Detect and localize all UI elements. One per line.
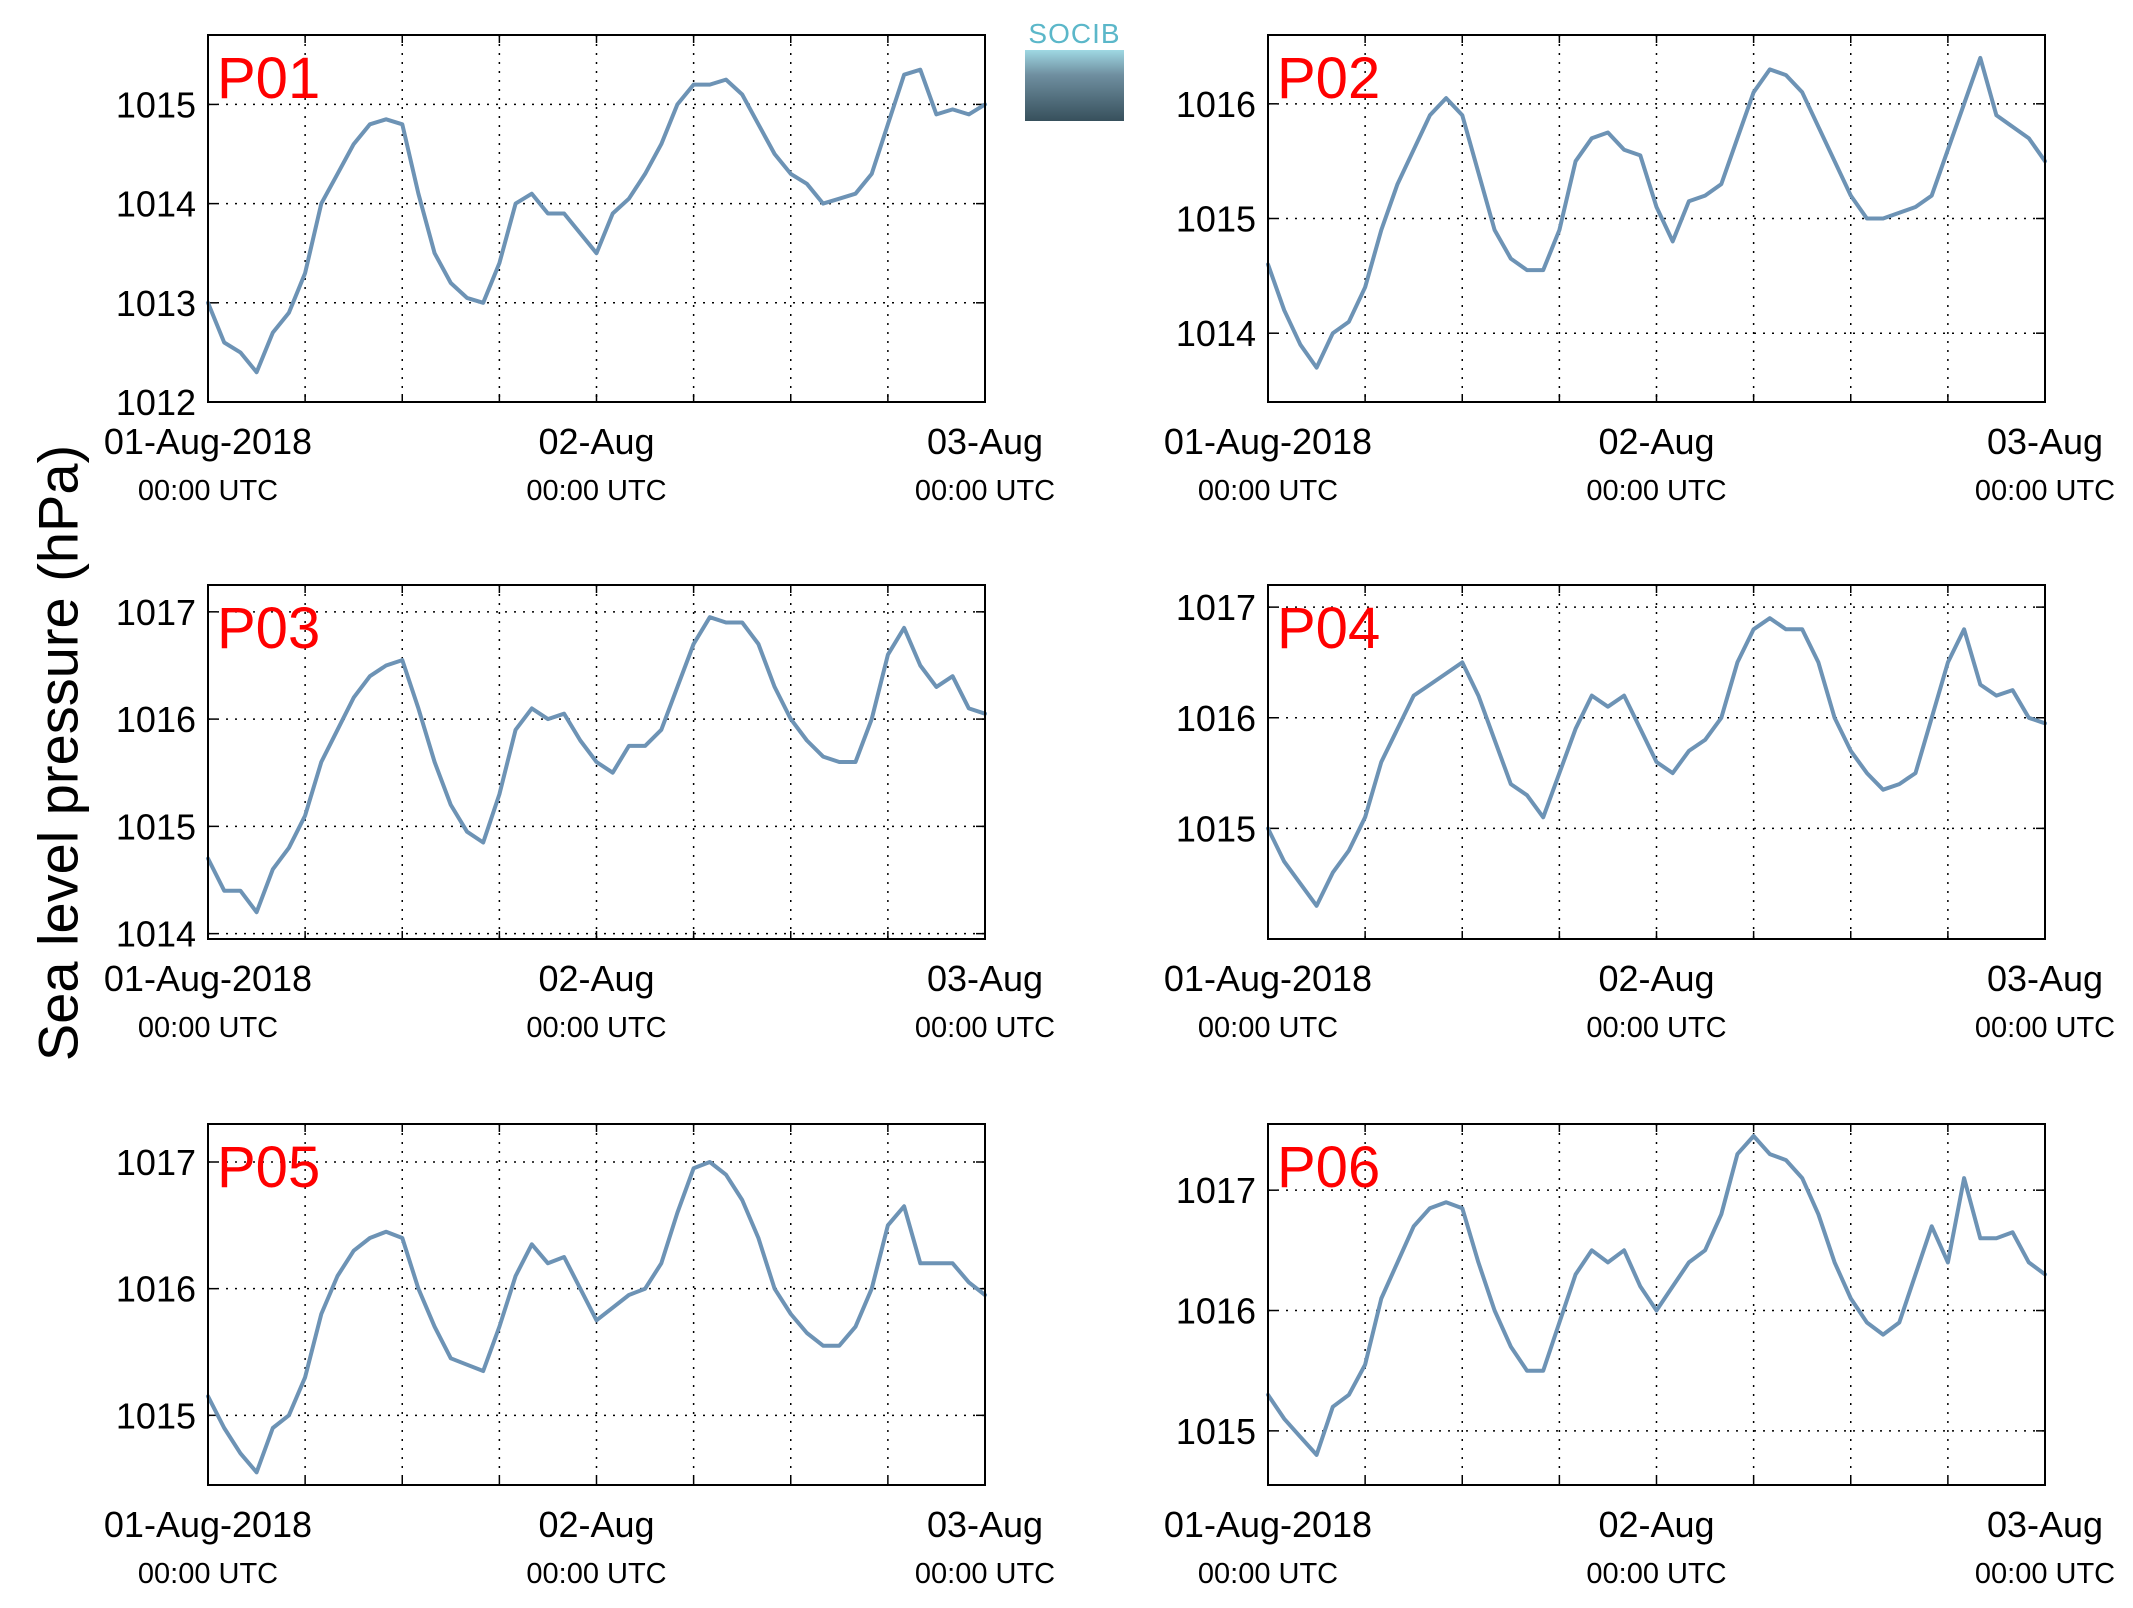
plot-frame (207, 34, 986, 403)
x-tick-label: 01-Aug-2018 (104, 1504, 312, 1545)
panel-p01: 1012 1013 1014 1015 01-Aug-2018 00:00 UTC 02-A… (104, 34, 1055, 507)
series-line (1266, 616, 2047, 908)
x-tick-sublabel: 00:00 UTC (1586, 475, 1726, 507)
x-tick-label: 03-Aug (927, 421, 1043, 462)
panel-p03: 1014 1015 1016 1017 01-Aug-2018 00:00 UTC 02-A… (104, 584, 1055, 1044)
plot-frame (1267, 584, 2046, 940)
panel-label: P04 (1277, 596, 1380, 661)
logo-band (1025, 50, 1124, 121)
x-tick-sublabel: 00:00 UTC (1198, 475, 1338, 507)
y-tick-label: 1017 (1176, 1170, 1256, 1211)
x-tick-label: 01-Aug-2018 (1164, 1504, 1372, 1545)
panel-p04: 1015 1016 1017 01-Aug-2018 00:00 UTC 02-Aug 00… (1164, 584, 2115, 1044)
x-tick-sublabel: 00:00 UTC (526, 1558, 666, 1590)
x-tick-label: 01-Aug-2018 (1164, 958, 1372, 999)
plot-frame (1267, 34, 2046, 403)
series-line (206, 1160, 987, 1475)
series-line (206, 615, 987, 915)
y-tick-label: 1015 (116, 1395, 196, 1436)
panel-p05: 1015 1016 1017 01-Aug-2018 00:00 UTC 02-Aug 00… (104, 1123, 1055, 1590)
x-tick-sublabel: 00:00 UTC (1586, 1558, 1726, 1590)
y-tick-label: 1017 (116, 1142, 196, 1183)
x-tick-label: 03-Aug (1987, 1504, 2103, 1545)
y-tick-label: 1016 (116, 1269, 196, 1310)
plot-frame (1267, 1123, 2046, 1486)
x-tick-label: 02-Aug (538, 1504, 654, 1545)
y-tick-label: 1014 (116, 184, 196, 225)
plot-frame (207, 1123, 986, 1486)
x-tick-sublabel: 00:00 UTC (915, 1012, 1055, 1044)
x-tick-sublabel: 00:00 UTC (526, 1012, 666, 1044)
x-tick-label: 03-Aug (1987, 421, 2103, 462)
x-tick-label: 01-Aug-2018 (1164, 421, 1372, 462)
y-tick-label: 1014 (1176, 313, 1256, 354)
y-tick-label: 1012 (116, 382, 196, 423)
socib-logo: SOCIB (1025, 19, 1124, 121)
series-line (206, 67, 987, 375)
y-tick-label: 1014 (116, 914, 196, 955)
panel-label: P06 (1277, 1135, 1380, 1200)
x-tick-label: 01-Aug-2018 (104, 958, 312, 999)
x-tick-sublabel: 00:00 UTC (1975, 1012, 2115, 1044)
x-tick-label: 02-Aug (1598, 1504, 1714, 1545)
x-tick-sublabel: 00:00 UTC (138, 1012, 278, 1044)
x-tick-sublabel: 00:00 UTC (1198, 1012, 1338, 1044)
x-tick-sublabel: 00:00 UTC (1975, 1558, 2115, 1590)
panel-label: P03 (217, 596, 320, 661)
x-tick-sublabel: 00:00 UTC (138, 1558, 278, 1590)
x-tick-sublabel: 00:00 UTC (915, 1558, 1055, 1590)
y-tick-label: 1016 (116, 699, 196, 740)
panel-p06: 1015 1016 1017 01-Aug-2018 00:00 UTC 02-Aug 00… (1164, 1123, 2115, 1590)
logo-text: SOCIB (1028, 18, 1121, 49)
y-tick-label: 1015 (1176, 808, 1256, 849)
y-tick-label: 1017 (116, 592, 196, 633)
y-tick-label: 1016 (1176, 84, 1256, 125)
x-tick-sublabel: 00:00 UTC (1198, 1558, 1338, 1590)
y-tick-label: 1016 (1176, 1291, 1256, 1332)
panel-label: P01 (217, 46, 320, 111)
y-tick-label: 1015 (116, 806, 196, 847)
x-tick-sublabel: 00:00 UTC (1586, 1012, 1726, 1044)
x-tick-label: 02-Aug (538, 421, 654, 462)
x-tick-sublabel: 00:00 UTC (526, 475, 666, 507)
panel-label: P05 (217, 1135, 320, 1200)
panel-label: P02 (1277, 46, 1380, 111)
panel-p02: 1014 1015 1016 01-Aug-2018 00:00 UTC 02-Aug 00… (1164, 34, 2115, 507)
y-tick-label: 1015 (1176, 1411, 1256, 1452)
x-tick-label: 01-Aug-2018 (104, 421, 312, 462)
y-tick-label: 1017 (1176, 587, 1256, 628)
y-tick-label: 1015 (116, 84, 196, 125)
y-axis-label: Sea level pressure (hPa) (26, 444, 90, 1062)
series-line (1266, 1134, 2047, 1457)
x-tick-sublabel: 00:00 UTC (915, 475, 1055, 507)
x-tick-sublabel: 00:00 UTC (1975, 475, 2115, 507)
x-tick-label: 03-Aug (927, 958, 1043, 999)
y-tick-label: 1016 (1176, 698, 1256, 739)
y-tick-label: 1013 (116, 283, 196, 324)
x-tick-label: 03-Aug (1987, 958, 2103, 999)
x-tick-label: 02-Aug (1598, 958, 1714, 999)
series-line (1266, 55, 2047, 370)
x-tick-label: 02-Aug (538, 958, 654, 999)
y-tick-label: 1015 (1176, 199, 1256, 240)
x-tick-sublabel: 00:00 UTC (138, 475, 278, 507)
plot-frame (207, 584, 986, 940)
x-tick-label: 03-Aug (927, 1504, 1043, 1545)
x-tick-label: 02-Aug (1598, 421, 1714, 462)
